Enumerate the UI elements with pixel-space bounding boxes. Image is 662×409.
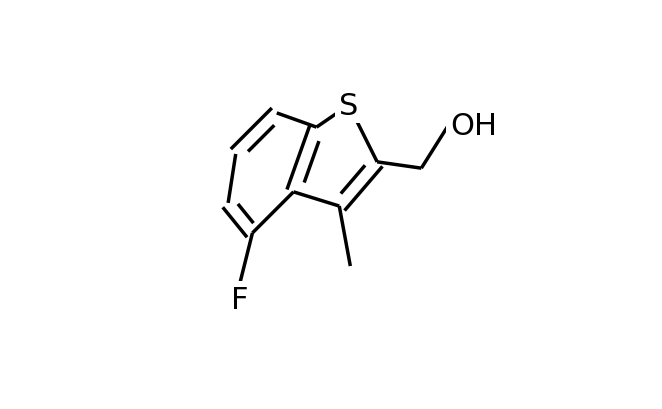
Text: F: F [231, 285, 248, 314]
Text: S: S [339, 91, 358, 120]
Text: OH: OH [449, 112, 496, 141]
